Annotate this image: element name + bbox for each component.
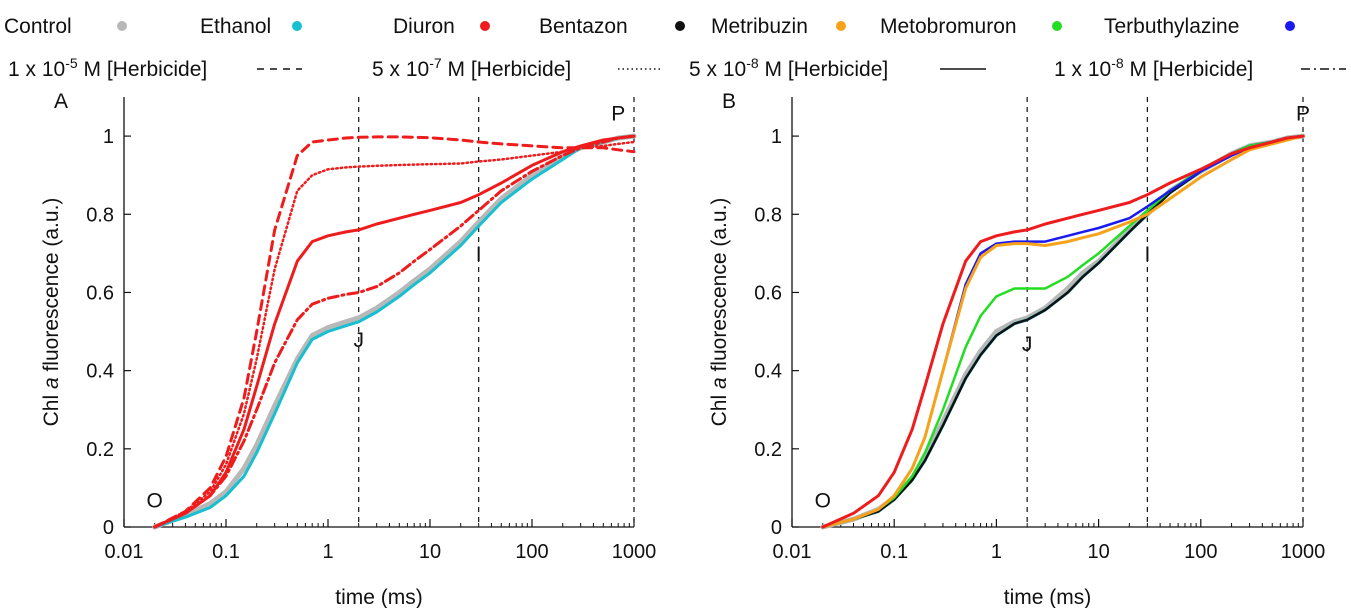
conc-suffix: M [Herbicide] [1124, 58, 1254, 81]
conc-exp: -8 [1111, 55, 1124, 71]
legend-conc-1e-5: 1 x 10-5 M [Herbicide] [8, 55, 302, 81]
x-tick-label: 0.01 [105, 541, 144, 563]
conc-coef: 1 x 10 [1054, 58, 1111, 81]
legend-series: Control Ethanol Diuron Bentazon Metribuz… [4, 15, 1295, 38]
y-tick-label: 0.6 [754, 282, 782, 304]
x-tick-label: 0.01 [773, 541, 812, 563]
legend-label-control: Control [4, 15, 72, 38]
panel-a-chart: 0 0.2 0.4 0.6 0.8 1 0.01 0.1 1 10 100 1000 O J I P Atime… [40, 90, 656, 608]
panel-label: A [54, 90, 68, 113]
y-tick-label: 0.8 [86, 204, 114, 226]
svg-text:5 x 10-8 M [Herbicide]: 5 x 10-8 M [Herbicide] [689, 55, 888, 81]
x-tick-label: 1000 [1281, 541, 1326, 563]
y-tick-label: 0.4 [754, 361, 782, 383]
x-tick-label: 10 [1087, 541, 1109, 563]
x-tick-label: 10 [419, 541, 441, 563]
x-tick-label: 1 [322, 541, 333, 563]
y-tick-label: 1 [103, 126, 114, 148]
legend-marker-metribuzin [836, 21, 846, 31]
x-tick-label: 0.1 [212, 541, 240, 563]
phase-label-i: I [1144, 243, 1150, 266]
series-line-diuron-solid [153, 134, 636, 529]
conc-coef: 5 x 10 [689, 58, 746, 81]
legend-label-terbuthylazine: Terbuthylazine [1104, 15, 1239, 38]
phase-label-j: J [1022, 333, 1033, 356]
legend-entry-metribuzin: Metribuzin [711, 15, 846, 38]
legend-entry-control: Control [4, 15, 127, 38]
legend-label-ethanol: Ethanol [200, 15, 271, 38]
conc-suffix: M [Herbicide] [759, 58, 889, 81]
y-axis-label: Chl a fluorescence (a.u.) [708, 198, 731, 427]
conc-suffix: M [Herbicide] [78, 58, 208, 81]
series-line-metribuzin-solid [821, 134, 1305, 529]
y-tick-label: 0.2 [754, 439, 782, 461]
x-axis-label: time (ms) [1004, 586, 1092, 608]
conc-coef: 5 x 10 [372, 58, 429, 81]
series-line-diuron-dash-dot [153, 134, 636, 529]
y-tick-label: 0.2 [86, 439, 114, 461]
x-tick-label: 100 [515, 541, 548, 563]
conc-exp: -8 [746, 55, 759, 71]
legend-marker-bentazon [675, 21, 685, 31]
svg-text:1 x 10-8 M [Herbicide]: 1 x 10-8 M [Herbicide] [1054, 55, 1253, 81]
series-line-diuron-solid [821, 134, 1305, 529]
legend-label-metribuzin: Metribuzin [711, 15, 808, 38]
legend-conc-5e-8: 5 x 10-8 M [Herbicide] [689, 55, 986, 81]
phase-label-i: I [476, 243, 482, 266]
series-line-diuron-dashed [153, 135, 636, 529]
x-tick-label: 1 [991, 541, 1002, 563]
series-line-ethanol-solid [153, 134, 636, 529]
legend-marker-diuron [480, 21, 490, 31]
legend-marker-control [117, 21, 127, 31]
panel-b-chart: 0 0.2 0.4 0.6 0.8 1 0.01 0.1 1 10 100 1000 O J I P Btime… [708, 90, 1325, 608]
legend-marker-ethanol [292, 21, 302, 31]
legend-entry-diuron: Diuron [393, 15, 490, 38]
phase-label-j: J [353, 329, 364, 352]
conc-suffix: M [Herbicide] [442, 58, 572, 81]
legend-entry-bentazon: Bentazon [539, 15, 685, 38]
legend-conc-1e-8: 1 x 10-8 M [Herbicide] [1054, 55, 1346, 81]
legend-concentrations: 1 x 10-5 M [Herbicide] 5 x 10-7 M [Herbi… [8, 55, 1346, 81]
svg-text:5 x 10-7 M [Herbicide]: 5 x 10-7 M [Herbicide] [372, 55, 571, 81]
conc-coef: 1 x 10 [8, 58, 65, 81]
y-tick-label: 0 [771, 517, 782, 539]
legend-label-bentazon: Bentazon [539, 15, 628, 38]
legend-entry-ethanol: Ethanol [200, 15, 302, 38]
svg-text:1 x 10-5 M [Herbicide]: 1 x 10-5 M [Herbicide] [8, 55, 207, 81]
legend-marker-metobromuron [1052, 21, 1062, 31]
legend-label-diuron: Diuron [393, 15, 455, 38]
series-line-control-solid [152, 133, 637, 530]
x-tick-label: 0.1 [880, 541, 908, 563]
phase-label-p: P [1296, 102, 1310, 125]
conc-exp: -7 [429, 55, 442, 71]
y-tick-label: 0.4 [86, 361, 114, 383]
y-axis-label: Chl a fluorescence (a.u.) [40, 198, 63, 427]
phase-label-p: P [611, 102, 625, 125]
x-axis-label: time (ms) [335, 586, 423, 608]
y-tick-label: 0.6 [86, 282, 114, 304]
legend-entry-metobromuron: Metobromuron [880, 15, 1062, 38]
x-tick-label: 1000 [612, 541, 657, 563]
x-tick-label: 100 [1184, 541, 1217, 563]
y-tick-label: 0 [103, 517, 114, 539]
legend-conc-5e-7: 5 x 10-7 M [Herbicide] [372, 55, 662, 81]
legend-label-metobromuron: Metobromuron [880, 15, 1017, 38]
phase-label-o: O [147, 489, 163, 512]
phase-label-o: O [815, 489, 831, 512]
legend-marker-terbuthylazine [1285, 21, 1295, 31]
y-tick-label: 1 [771, 126, 782, 148]
panel-label: B [722, 90, 736, 113]
conc-exp: -5 [65, 55, 78, 71]
legend-entry-terbuthylazine: Terbuthylazine [1104, 15, 1295, 38]
y-tick-label: 0.8 [754, 204, 782, 226]
